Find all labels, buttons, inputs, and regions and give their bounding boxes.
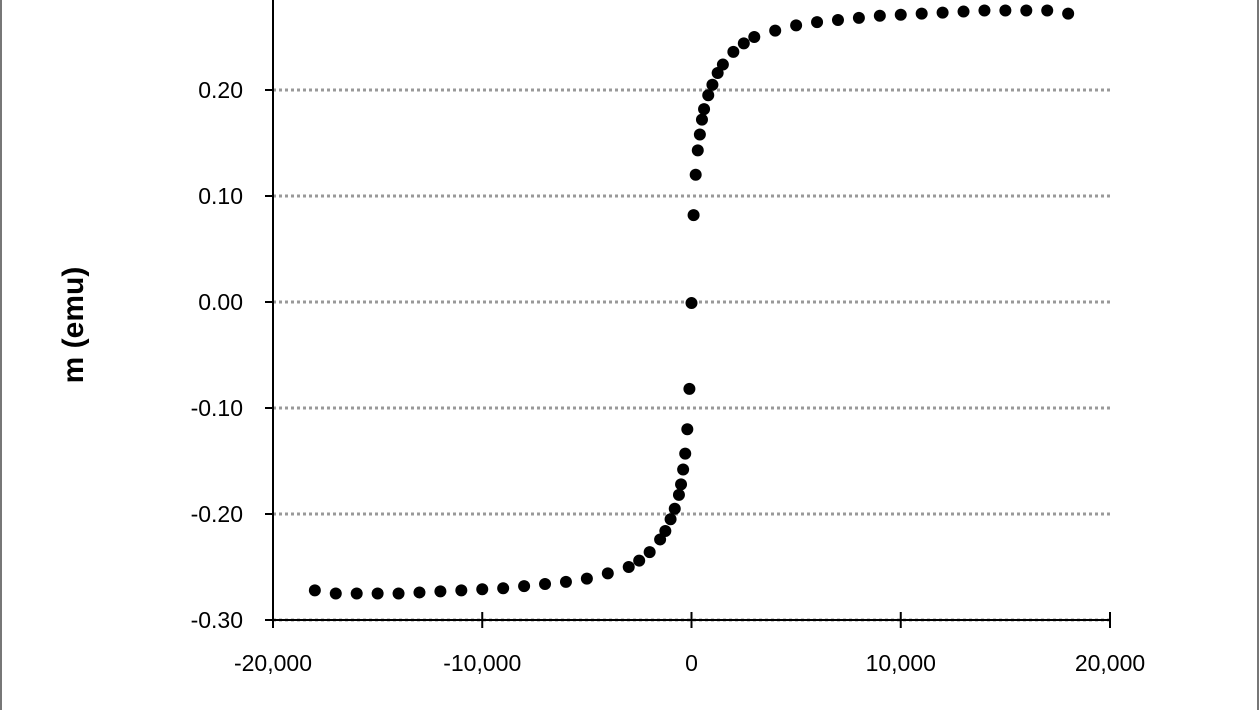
data-point	[894, 8, 907, 21]
data-point	[329, 587, 342, 600]
data-point	[350, 587, 363, 600]
data-point	[716, 58, 729, 71]
data-point	[702, 89, 715, 102]
data-point	[685, 297, 698, 310]
data-point	[769, 24, 782, 37]
data-point	[1062, 7, 1075, 20]
data-point	[539, 577, 552, 590]
data-point	[831, 14, 844, 27]
data-point	[687, 209, 700, 222]
data-point	[455, 584, 468, 597]
x-tick-label: 0	[685, 650, 698, 676]
data-point	[695, 113, 708, 126]
y-tick-label: 0.00	[198, 289, 243, 315]
data-point	[371, 587, 384, 600]
data-point	[672, 488, 685, 501]
data-point	[1041, 4, 1054, 17]
data-point	[413, 586, 426, 599]
data-point	[559, 575, 572, 588]
data-point	[999, 4, 1012, 17]
data-point	[748, 31, 761, 43]
data-point	[737, 37, 750, 50]
data-point	[308, 584, 321, 597]
data-point	[727, 45, 740, 58]
data-point	[691, 144, 704, 157]
data-point	[601, 567, 614, 580]
data-point	[790, 19, 803, 32]
data-point	[811, 16, 824, 29]
data-point	[681, 423, 694, 436]
data-point	[679, 447, 692, 460]
data-point	[957, 5, 970, 18]
x-tick-label: -10,000	[443, 650, 521, 676]
data-point	[915, 7, 928, 20]
data-point	[668, 502, 681, 515]
data-point	[978, 4, 991, 17]
x-tick-label: 10,000	[866, 650, 936, 676]
y-tick-label: -0.10	[191, 395, 243, 421]
data-point	[664, 513, 677, 526]
data-point	[643, 546, 656, 559]
data-point	[698, 103, 711, 116]
x-tick-label: -20,000	[234, 650, 312, 676]
data-point	[683, 382, 696, 395]
y-axis-label: m (emu)	[57, 267, 90, 384]
data-point	[677, 463, 690, 476]
y-tick-label: -0.20	[191, 501, 243, 527]
y-tick-label: 0.20	[198, 77, 243, 103]
data-point	[659, 524, 672, 537]
data-point	[476, 583, 489, 596]
data-point	[706, 78, 719, 91]
x-tick-label: 20,000	[1075, 650, 1145, 676]
data-point	[852, 11, 865, 24]
data-point	[434, 585, 447, 598]
data-point	[633, 554, 646, 567]
y-tick-label: 0.10	[198, 183, 243, 209]
y-tick-label: -0.30	[191, 607, 243, 633]
data-point	[675, 478, 688, 491]
data-point	[622, 561, 635, 573]
data-point	[580, 572, 593, 585]
data-point	[873, 9, 886, 22]
data-point	[936, 6, 949, 19]
data-point	[689, 168, 702, 181]
data-point	[693, 128, 706, 141]
data-point	[392, 587, 405, 600]
data-point	[497, 582, 510, 595]
data-point	[1020, 4, 1033, 17]
data-point	[518, 580, 531, 593]
